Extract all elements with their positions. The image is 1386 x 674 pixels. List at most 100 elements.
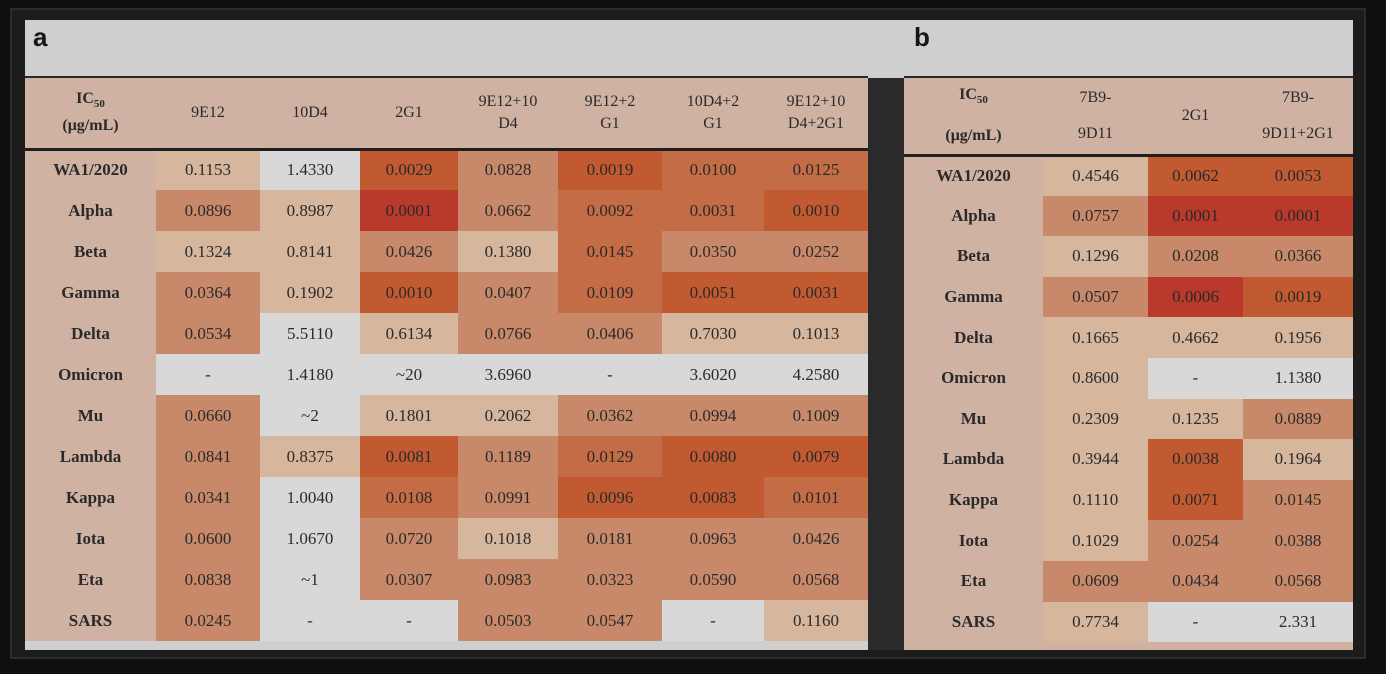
column-header: 2G1: [1148, 76, 1243, 157]
table-cell: 0.1801: [360, 395, 458, 436]
table-cell: 0.1324: [156, 231, 260, 272]
table-cell: 0.0252: [764, 231, 868, 272]
table-cell: 0.0019: [558, 149, 662, 190]
table-cell: 0.1153: [156, 149, 260, 190]
table-cell: 0.0001: [1243, 195, 1353, 237]
table-cell: 0.0001: [1148, 195, 1243, 237]
column-header-line: G1: [703, 114, 723, 132]
table-cell: 0.0245: [156, 600, 260, 641]
table-cell: 0.0307: [360, 559, 458, 600]
table-row: Kappa 0.1110 0.0071 0.0145: [904, 479, 1353, 521]
table-cell: -: [1148, 357, 1243, 399]
table-cell: 0.0994: [662, 395, 764, 436]
table-cell: 0.7734: [1043, 601, 1148, 643]
table-row: Delta 0.0534 5.5110 0.6134 0.0766 0.0406 0.703…: [25, 313, 868, 354]
table-cell: 0.0407: [458, 272, 558, 313]
table-cell: 0.2309: [1043, 398, 1148, 440]
table-cell: 1.0040: [260, 477, 360, 518]
row-header: Beta: [25, 231, 156, 272]
table-cell: 0.0108: [360, 477, 458, 518]
table-cell: 0.1296: [1043, 236, 1148, 277]
table-cell: 0.0125: [764, 149, 868, 190]
table-row: Omicron -1.4180 ~20 3.6960-3.6020 4.2580: [25, 354, 868, 395]
table-cell: 0.0600: [156, 518, 260, 559]
row-header: WA1/2020: [25, 149, 156, 190]
row-header: Lambda: [904, 439, 1043, 480]
column-header-line: 2G1: [395, 103, 423, 121]
table-cell: -: [662, 600, 764, 641]
ic50-table-a: IC50 (μg/mL) 9E12 10D4 2G1 9E12+10 D4 9E12+2 G1 1…: [25, 76, 868, 641]
table-cell: 0.1235: [1148, 398, 1243, 440]
row-header: Alpha: [25, 190, 156, 231]
table-cell: 0.0766: [458, 313, 558, 354]
table-cell: 0.1009: [764, 395, 868, 436]
row-header: Alpha: [904, 195, 1043, 237]
table-cell: 0.0991: [458, 477, 558, 518]
table-cell: 1.4330: [260, 149, 360, 190]
table-row: Iota 0.0600 1.0670 0.0720 0.1018 0.0181 0.0963…: [25, 518, 868, 559]
table-cell: 0.0341: [156, 477, 260, 518]
table-row: Beta 0.1324 0.8141 0.0426 0.1380 0.0145 0.0350…: [25, 231, 868, 272]
table-cell: 0.0507: [1043, 276, 1148, 318]
table-cell: 0.8987: [260, 190, 360, 231]
table-row: Eta 0.0609 0.0434 0.0568: [904, 560, 1353, 602]
table-cell: 0.0406: [558, 313, 662, 354]
table-cell: 0.0662: [458, 190, 558, 231]
table-cell: 0.0366: [1243, 236, 1353, 277]
table-row: WA1/2020 0.1153 1.4330 0.0029 0.0828 0.0019 0.…: [25, 149, 868, 190]
table-cell: 0.0254: [1148, 520, 1243, 561]
table-row: SARS 0.0245- -0.0503 0.0547-0.1160: [25, 600, 868, 641]
table-cell: 0.3944: [1043, 439, 1148, 480]
table-cell: 0.0006: [1148, 276, 1243, 318]
table-cell: 0.1665: [1043, 317, 1148, 358]
table-cell: -: [558, 354, 662, 395]
table-row: Alpha 0.0896 0.8987 0.0001 0.0662 0.0092 0.003…: [25, 190, 868, 231]
column-header: 2G1: [360, 76, 458, 151]
column-header-line: 9E12+10: [786, 92, 846, 110]
table-cell: 0.0323: [558, 559, 662, 600]
table-cell: 3.6960: [458, 354, 558, 395]
table-cell: 0.0362: [558, 395, 662, 436]
row-header: Lambda: [25, 436, 156, 477]
column-header-line: 10D4: [292, 103, 328, 121]
table-cell: 0.6134: [360, 313, 458, 354]
table-cell: 0.0092: [558, 190, 662, 231]
table-row: Gamma 0.0507 0.0006 0.0019: [904, 276, 1353, 318]
table-cell: 0.8375: [260, 436, 360, 477]
table-cell: 0.0434: [1148, 560, 1243, 602]
table-cell: 0.0083: [662, 477, 764, 518]
table-row: Eta 0.0838 ~1 0.0307 0.0983 0.0323 0.0590 0.056…: [25, 559, 868, 600]
column-header-line: 2G1: [1181, 106, 1210, 124]
table-cell: 0.0503: [458, 600, 558, 641]
table-cell: 0.0838: [156, 559, 260, 600]
table-cell: 0.0181: [558, 518, 662, 559]
column-header-line: 9D11+2G1: [1262, 124, 1334, 142]
table-cell: 0.1160: [764, 600, 868, 641]
row-header: WA1/2020: [904, 155, 1043, 196]
table-cell: 0.0031: [662, 190, 764, 231]
table-cell: 5.5110: [260, 313, 360, 354]
table-cell: -: [156, 354, 260, 395]
row-header: SARS: [25, 600, 156, 641]
ic50-header-label: IC50: [904, 84, 1043, 111]
table-cell: 0.0828: [458, 149, 558, 190]
table-cell: ~2: [260, 395, 360, 436]
row-header: SARS: [904, 601, 1043, 643]
column-header-line: 9E12+10: [478, 92, 538, 110]
table-row: Delta 0.1665 0.4662 0.1956: [904, 317, 1353, 358]
row-header: Omicron: [904, 357, 1043, 399]
table-cell: 0.0010: [360, 272, 458, 313]
table-cell: 0.0096: [558, 477, 662, 518]
table-cell: -: [360, 600, 458, 641]
table-cell: 0.0109: [558, 272, 662, 313]
table-cell: 0.0889: [1243, 398, 1353, 440]
ic50-table-b: IC50 (μg/mL) 7B9- 9D11 2G1 7B9- 9D11+2G1 WA1/20…: [904, 76, 1353, 643]
table-cell: 0.1018: [458, 518, 558, 559]
table-cell: -: [260, 600, 360, 641]
table-cell: 0.1110: [1043, 479, 1148, 521]
table-cell: 0.0568: [1243, 560, 1353, 602]
table-cell: 0.0350: [662, 231, 764, 272]
ic50-header: IC50 (μg/mL): [904, 76, 1043, 157]
table-cell: 0.0426: [764, 518, 868, 559]
table-cell: 1.4180: [260, 354, 360, 395]
